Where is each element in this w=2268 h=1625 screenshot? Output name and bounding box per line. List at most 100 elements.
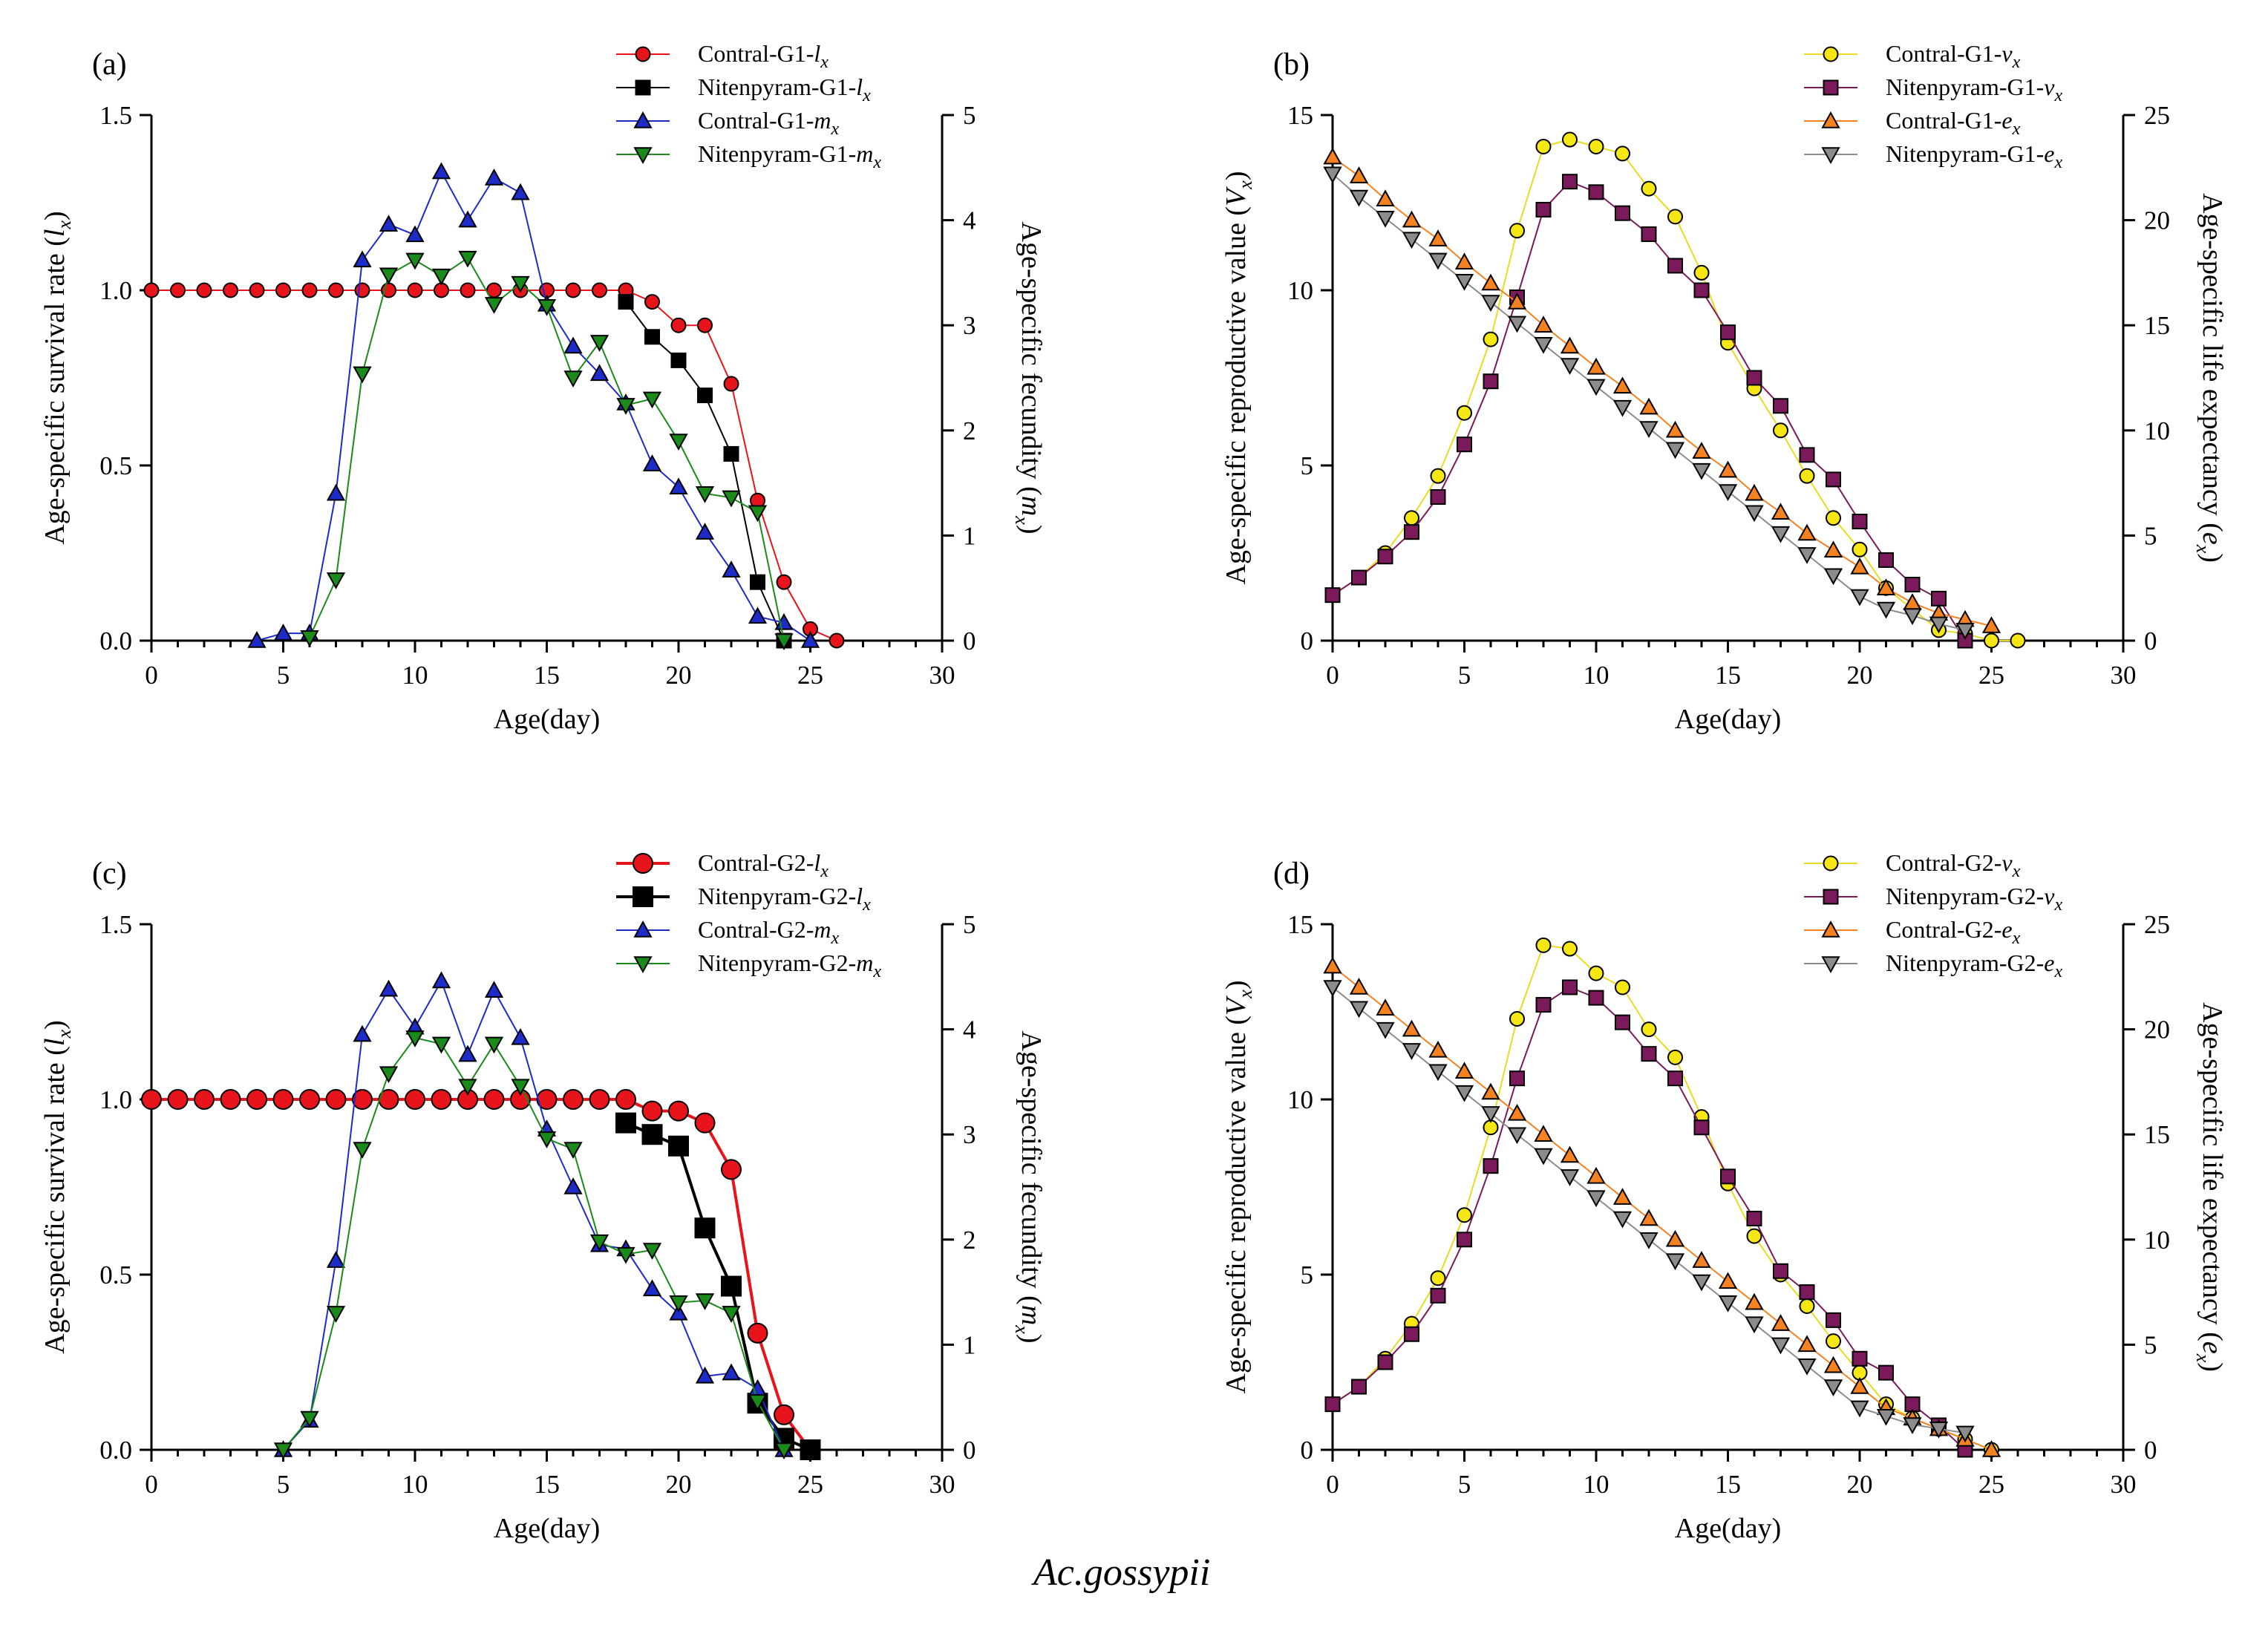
marker-triangle-down (431, 268, 451, 286)
marker-triangle-up (722, 560, 741, 578)
marker-triangle-up (1718, 1272, 1738, 1289)
y2-tick-label: 0 (2144, 627, 2157, 655)
marker-triangle-up (669, 1303, 688, 1321)
marker-triangle-down (1850, 589, 1869, 606)
legend-label: Nitenpyram-G1-lx (698, 73, 871, 105)
marker-triangle-down (563, 370, 583, 388)
marker-triangle-up (484, 981, 504, 998)
marker-triangle-down (695, 486, 715, 503)
marker-circle (1693, 264, 1710, 281)
series-line (282, 979, 785, 1451)
marker-triangle-down (537, 1131, 557, 1148)
figure-footer: Ac.gossypii (1031, 1552, 1210, 1594)
marker-square (1773, 1263, 1788, 1279)
marker-triangle-up (1481, 1082, 1500, 1100)
marker-circle (246, 1089, 267, 1110)
marker-triangle-down (722, 490, 741, 508)
marker-circle (563, 1089, 584, 1110)
marker-circle (565, 282, 581, 298)
marker-triangle-up (1534, 1125, 1553, 1142)
legend-label: Contral-G2-ex (1886, 916, 2021, 948)
marker-triangle-down (616, 398, 635, 415)
marker-triangle-up (1402, 1019, 1422, 1037)
marker-circle (1588, 965, 1604, 981)
x-tick-label: 10 (402, 1470, 428, 1499)
marker-square (1904, 576, 1921, 592)
marker-circle (1430, 468, 1446, 484)
y-tick-label: 1.5 (99, 910, 132, 939)
marker-square (668, 1135, 689, 1157)
marker-square (1878, 552, 1894, 568)
marker-triangle-up (326, 483, 346, 501)
marker-square (750, 574, 765, 590)
x-tick-label: 25 (797, 1470, 823, 1499)
marker-triangle-up (511, 1027, 530, 1045)
marker-circle (536, 1089, 558, 1110)
marker-triangle-up (1534, 315, 1553, 333)
marker-triangle-up (353, 250, 372, 268)
marker-triangle-down (1771, 526, 1791, 543)
marker-triangle-down (1771, 1337, 1791, 1355)
marker-circle (829, 632, 845, 649)
legend-entry: Contral-G2-lx (616, 849, 829, 881)
panel-tag: (b) (1273, 48, 1310, 82)
legend-label: Contral-G1-ex (1886, 107, 2021, 139)
y-axis-label: Age-specific survival rate (lx) (39, 1020, 75, 1353)
marker-triangle-up (1612, 1188, 1633, 1205)
marker-triangle-down (748, 505, 768, 523)
marker-circle (633, 853, 653, 874)
marker-triangle-down (300, 1410, 319, 1428)
marker-square (644, 329, 660, 345)
marker-triangle-up (1745, 1292, 1764, 1310)
marker-circle (1799, 1298, 1815, 1314)
marker-triangle-up (273, 624, 293, 641)
marker-circle (194, 1089, 215, 1110)
marker-triangle-up (431, 162, 451, 180)
marker-triangle-up (1823, 1356, 1843, 1373)
marker-circle (668, 1100, 689, 1122)
marker-triangle-up (1692, 1251, 1711, 1268)
marker-circle (1852, 541, 1868, 558)
marker-triangle-down (1745, 505, 1764, 523)
marker-square (1931, 590, 1947, 606)
marker-triangle-down (431, 1036, 451, 1054)
marker-triangle-down (774, 633, 794, 650)
marker-square (1773, 398, 1788, 414)
marker-triangle-up (353, 1024, 372, 1042)
marker-circle (1509, 223, 1525, 239)
series-1 (1324, 979, 1973, 1458)
marker-circle (1457, 405, 1472, 421)
marker-triangle-down (774, 1442, 794, 1459)
y-tick-label: 0 (1301, 627, 1314, 655)
legend-entry: Nitenpyram-G2-mx (616, 949, 881, 981)
y2-tick-label: 1 (963, 1330, 976, 1359)
y-tick-label: 5 (1301, 451, 1314, 480)
marker-triangle-down (1323, 980, 1342, 997)
marker-triangle-down (1323, 166, 1342, 184)
marker-triangle-down (1823, 1379, 1843, 1397)
series-0 (141, 1089, 821, 1460)
y-tick-label: 0 (1301, 1436, 1314, 1465)
marker-square (694, 1217, 716, 1239)
x-tick-label: 0 (145, 661, 158, 690)
y2-axis-label: Age-specific life expectancy (ex) (2192, 193, 2228, 563)
marker-triangle-down (1903, 608, 1922, 626)
y-tick-label: 1.0 (99, 1085, 132, 1114)
marker-square (615, 1112, 636, 1134)
marker-triangle-down (1612, 1211, 1633, 1229)
x-tick-label: 20 (666, 1470, 692, 1499)
series-0 (1324, 131, 2026, 649)
chart-panel-2: 0 5 10 15 20 25 300510150510152025(b)Age(day)A… (1220, 40, 2228, 735)
marker-square (1641, 1046, 1657, 1062)
marker-triangle-up (1507, 1103, 1527, 1121)
marker-triangle-up (1349, 977, 1369, 995)
x-tick-label: 0 (145, 1470, 158, 1499)
marker-circle (1984, 632, 1999, 649)
marker-circle (1404, 510, 1419, 526)
marker-triangle-up (642, 1279, 662, 1297)
x-tick-label: 20 (1847, 661, 1873, 690)
marker-triangle-up (1560, 336, 1580, 354)
marker-triangle-up (1903, 593, 1922, 610)
marker-square (1324, 1396, 1341, 1413)
chart-panel-3: 0 5 10 15 20 25 30 0.0 0.5 1.0 1.5 0 1 2 3 4 5 (c) Age(day… (39, 849, 1047, 1544)
